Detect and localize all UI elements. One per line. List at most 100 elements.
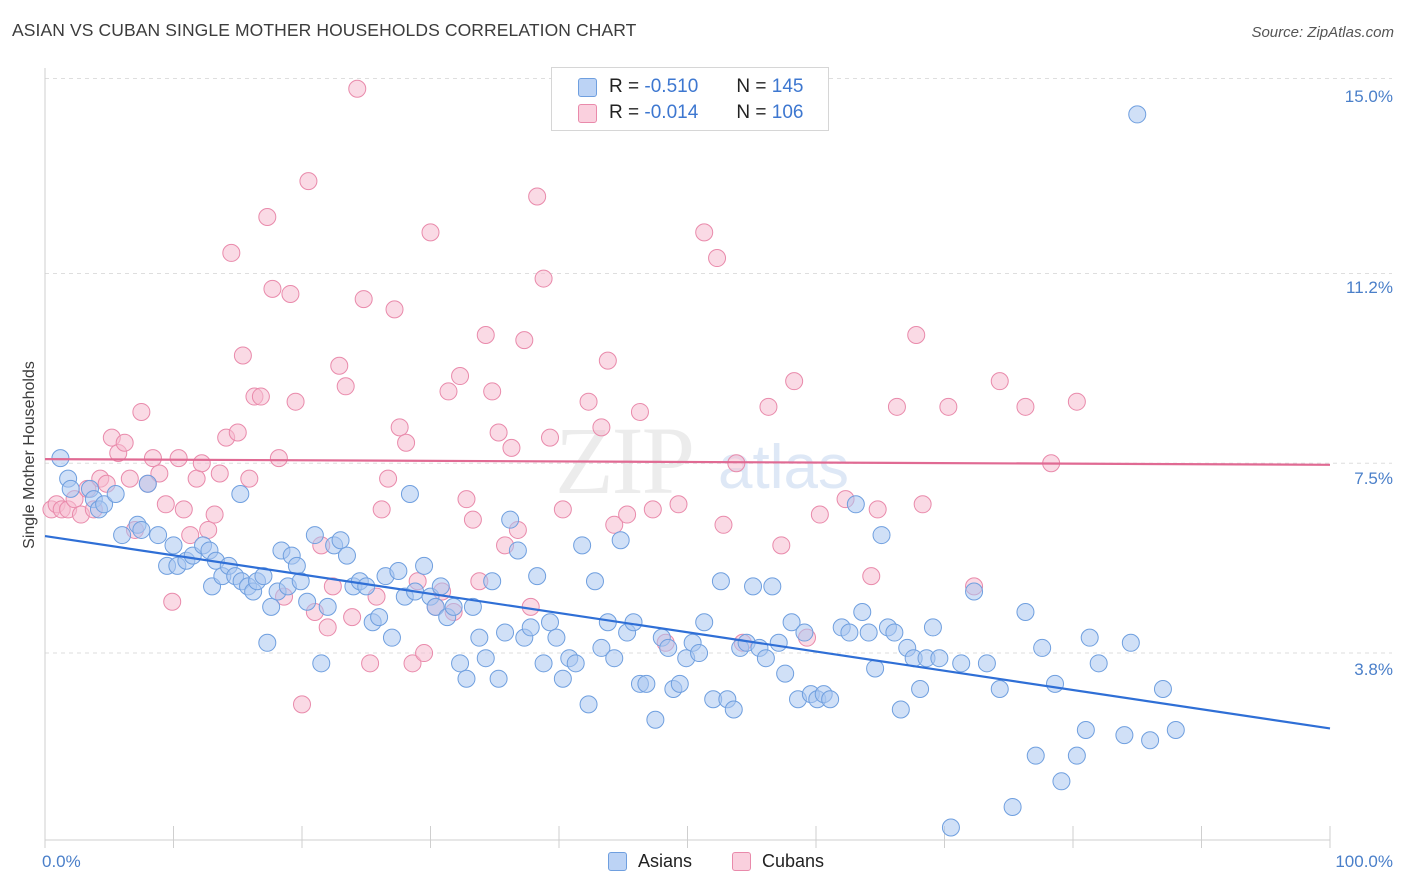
asians-point — [370, 608, 389, 627]
asians-point — [258, 633, 277, 652]
asians-point — [695, 613, 714, 632]
asians-point — [637, 674, 656, 693]
asians-point — [501, 510, 520, 529]
asians-legend-icon — [608, 852, 627, 871]
cubans-point — [669, 495, 688, 514]
asians-point — [164, 536, 183, 555]
source-label: Source: ZipAtlas.com — [1251, 24, 1394, 41]
asians-point — [646, 710, 665, 729]
asians-point — [611, 531, 630, 550]
asians-point — [357, 577, 376, 596]
asians-point — [763, 577, 782, 596]
x-tick-label-min: 0.0% — [42, 852, 81, 871]
asians-point — [400, 485, 419, 504]
cubans-point — [361, 654, 380, 673]
asians-point — [457, 669, 476, 688]
asians-point — [1052, 772, 1071, 791]
asians-point — [1080, 628, 1099, 647]
cubans-point — [150, 464, 169, 483]
cubans-point — [348, 79, 367, 98]
asians-point — [911, 679, 930, 698]
asians-point — [426, 597, 445, 616]
asians-point — [923, 618, 942, 637]
asians-point — [528, 567, 547, 586]
legend-label-asians: Asians — [638, 851, 693, 871]
cubans-point — [403, 654, 422, 673]
asians-point — [389, 561, 408, 580]
asians-point — [61, 479, 80, 498]
legend-n-label: N = — [736, 102, 767, 123]
cubans-point — [695, 223, 714, 242]
asians-point — [776, 664, 795, 683]
asians-point — [1153, 679, 1172, 698]
cubans-point — [354, 290, 373, 309]
cubans-point — [318, 618, 337, 637]
asians-point — [690, 644, 709, 663]
asians-point — [106, 485, 125, 504]
cubans-point — [534, 269, 553, 288]
cubans-point — [439, 382, 458, 401]
asians-point — [1128, 105, 1147, 124]
asians-point — [489, 669, 508, 688]
cubans-point — [286, 392, 305, 411]
cubans-point — [258, 208, 277, 227]
cubans-point — [143, 449, 162, 468]
asians-point — [444, 597, 463, 616]
asians-point — [846, 495, 865, 514]
asians-point — [496, 623, 515, 642]
cubans-point — [199, 520, 218, 539]
asians-point — [1141, 731, 1160, 750]
legend-label-cubans: Cubans — [762, 851, 825, 871]
legend-r-label: R = — [609, 76, 640, 97]
cubans-point — [281, 284, 300, 303]
asians-point — [659, 638, 678, 657]
asians-point — [756, 649, 775, 668]
cubans-point — [240, 469, 259, 488]
asians-point — [744, 577, 763, 596]
asians-point — [1089, 654, 1108, 673]
legend-n-value: 106 — [771, 102, 804, 123]
asians-point — [547, 628, 566, 647]
asians-point — [1003, 797, 1022, 816]
cubans-point — [299, 172, 318, 191]
asians-point — [840, 623, 859, 642]
cubans-point — [174, 500, 193, 519]
cubans-point — [163, 592, 182, 611]
cubans-swatch-icon — [578, 103, 597, 123]
asians-point — [451, 654, 470, 673]
chart-title: ASIAN VS CUBAN SINGLE MOTHER HOUSEHOLDS … — [12, 20, 637, 40]
stats-legend: R = -0.510 N = 145 R = -0.014 N = 106 — [551, 67, 829, 131]
asians-point — [1016, 603, 1035, 622]
cubans-trend-line — [44, 458, 1331, 466]
cubans-point — [372, 500, 391, 519]
legend-n-label: N = — [736, 76, 767, 97]
cubans-point — [156, 495, 175, 514]
cubans-point — [714, 515, 733, 534]
cubans-point — [132, 402, 151, 421]
asians-point — [318, 597, 337, 616]
asians-point — [573, 536, 592, 555]
asians-point — [337, 546, 356, 565]
cubans-point — [528, 187, 547, 206]
asians-point — [254, 567, 273, 586]
asians-point — [534, 654, 553, 673]
asians-point — [990, 679, 1009, 698]
cubans-point — [598, 351, 617, 370]
cubans-point — [263, 279, 282, 298]
asians-point — [965, 582, 984, 601]
asians-point — [113, 526, 132, 545]
asians-point — [592, 638, 611, 657]
asians-point — [866, 659, 885, 678]
cubans-point — [502, 438, 521, 457]
cubans-point — [489, 423, 508, 442]
asians-point — [579, 695, 598, 714]
cubans-point — [1067, 392, 1086, 411]
asians-point — [1067, 746, 1086, 765]
cubans-point — [192, 454, 211, 473]
cubans-point — [187, 469, 206, 488]
cubans-point — [343, 608, 362, 627]
asians-point — [769, 633, 788, 652]
cubans-point — [390, 418, 409, 437]
legend-r-value: -0.510 — [644, 76, 699, 97]
asians-point — [782, 613, 801, 632]
